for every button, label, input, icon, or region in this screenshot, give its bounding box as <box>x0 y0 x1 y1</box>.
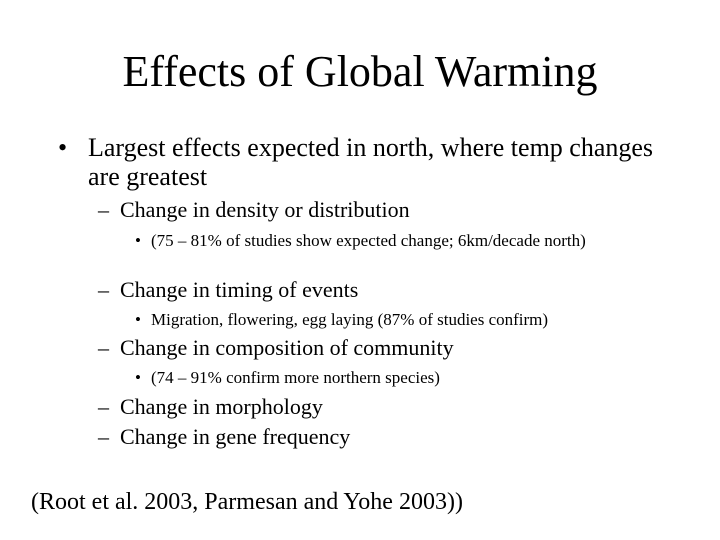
sub-item-text: Change in composition of community <box>120 335 454 360</box>
main-bullet-text: Largest effects expected in north, where… <box>88 133 654 191</box>
dash-marker: – <box>98 424 109 449</box>
sub-item-text: Change in timing of events <box>120 277 359 302</box>
main-bullet: • Largest effects expected in north, whe… <box>58 133 658 191</box>
sub-item-text: Change in gene frequency <box>120 424 351 449</box>
bullet-marker: • <box>58 133 68 162</box>
dash-marker: – <box>98 277 109 302</box>
detail-text: (75 – 81% of studies show expected chang… <box>151 231 586 250</box>
sub-item-timing: – Change in timing of events <box>98 277 358 303</box>
sub-item-text: Change in morphology <box>120 394 323 419</box>
bullet-marker: • <box>135 231 141 250</box>
sub-item-morphology: – Change in morphology <box>98 394 323 420</box>
dash-marker: – <box>98 394 109 419</box>
sub-item-gene-frequency: – Change in gene frequency <box>98 424 350 450</box>
bullet-marker: • <box>135 310 141 329</box>
dash-marker: – <box>98 335 109 360</box>
detail-timing: • Migration, flowering, egg laying (87% … <box>135 310 548 330</box>
sub-item-composition: – Change in composition of community <box>98 335 454 361</box>
detail-composition: • (74 – 91% confirm more northern specie… <box>135 368 440 388</box>
slide-title: Effects of Global Warming <box>122 47 598 96</box>
detail-text: (74 – 91% confirm more northern species) <box>151 368 440 387</box>
dash-marker: – <box>98 197 109 222</box>
citation-footnote: (Root et al. 2003, Parmesan and Yohe 200… <box>31 489 463 515</box>
detail-density: • (75 – 81% of studies show expected cha… <box>135 231 625 251</box>
detail-text: Migration, flowering, egg laying (87% of… <box>151 310 549 329</box>
bullet-marker: • <box>135 368 141 387</box>
sub-item-text: Change in density or distribution <box>120 197 410 222</box>
sub-item-density: – Change in density or distribution <box>98 197 410 223</box>
